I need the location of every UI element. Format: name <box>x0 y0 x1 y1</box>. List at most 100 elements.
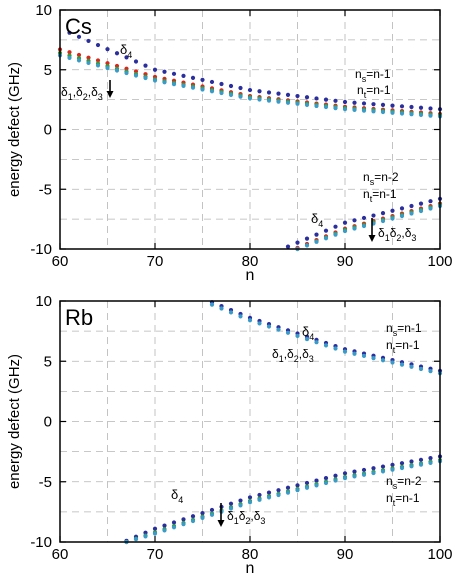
data-point <box>390 216 395 221</box>
data-point <box>238 85 243 91</box>
data-point <box>323 343 329 348</box>
data-point <box>152 78 158 83</box>
delta123-label-lower-part: 3 <box>260 516 265 526</box>
data-point <box>114 68 120 73</box>
data-point <box>257 492 262 498</box>
data-point <box>342 471 348 476</box>
data-point <box>257 321 262 326</box>
delta123-label-lower-part: ,δ <box>401 226 411 240</box>
data-point <box>323 97 329 102</box>
ns-label-upper-sub: s <box>362 74 367 84</box>
ns-label-lower-main: n <box>363 170 370 184</box>
x-axis-label: n <box>246 267 255 284</box>
data-point <box>209 302 215 307</box>
data-point <box>314 96 319 101</box>
data-point <box>190 518 196 524</box>
data-point <box>105 65 110 71</box>
data-point <box>371 102 376 107</box>
ns-label-upper: ns=n-1 <box>355 67 391 84</box>
data-point <box>266 98 272 103</box>
arrow-lower <box>368 218 376 242</box>
delta123-label-lower-part: 3 <box>411 233 416 243</box>
data-point <box>257 97 262 102</box>
x-tick-label: 100 <box>427 546 452 563</box>
data-point <box>361 353 367 359</box>
series-3 <box>57 53 443 119</box>
y-tick-label: 10 <box>35 293 52 310</box>
data-point <box>67 55 72 61</box>
data-point <box>304 95 310 100</box>
data-point <box>390 467 395 472</box>
data-point <box>219 81 224 87</box>
data-point <box>390 462 395 467</box>
data-point <box>276 91 281 96</box>
delta4-label-lower-sub: 4 <box>318 219 323 229</box>
delta123-label-upper-part: ,δ <box>88 85 98 99</box>
series-0 <box>67 30 443 112</box>
data-point <box>162 69 167 74</box>
data-point <box>314 478 319 483</box>
delta123-label-lower-part: δ <box>390 226 397 240</box>
ns-label-upper-rest: =n-1 <box>397 321 422 335</box>
data-point <box>399 465 405 471</box>
data-point <box>247 87 253 93</box>
data-point <box>361 467 367 473</box>
data-point <box>86 60 91 66</box>
series-4 <box>124 459 443 545</box>
data-point <box>428 199 433 204</box>
data-point <box>276 488 281 493</box>
data-point <box>266 495 272 500</box>
data-point <box>352 474 357 479</box>
delta123-label-lower: δ1δ2,δ3 <box>378 226 416 243</box>
x-tick-label: 80 <box>242 546 259 563</box>
data-point <box>219 306 224 311</box>
data-point <box>162 523 167 528</box>
data-point <box>152 67 158 72</box>
x-tick-label: 80 <box>242 253 259 270</box>
nt-label-upper-rest: =n-1 <box>366 83 391 97</box>
data-point <box>409 364 414 369</box>
arrow-lower-head <box>217 520 225 527</box>
data-point <box>418 208 424 214</box>
data-point <box>409 104 414 110</box>
data-point <box>380 109 386 115</box>
data-point <box>304 485 310 490</box>
data-point <box>219 90 224 96</box>
data-point <box>323 228 329 233</box>
data-point <box>418 457 424 462</box>
data-point <box>190 85 196 90</box>
data-point <box>418 112 424 118</box>
ns-label-upper-main: n <box>386 321 393 335</box>
data-point <box>314 103 319 109</box>
data-point <box>266 324 272 329</box>
data-point <box>295 488 300 493</box>
delta4-label-upper-sub: 4 <box>309 332 314 342</box>
data-point <box>247 495 253 500</box>
y-axis-label: energy defect (GHz) <box>6 62 23 197</box>
data-point <box>333 98 338 103</box>
data-point <box>323 236 329 241</box>
data-point <box>418 366 424 372</box>
data-point <box>409 203 414 209</box>
delta123-label-upper-part: ,δ <box>284 347 294 361</box>
data-point <box>181 522 186 527</box>
data-point <box>143 63 148 68</box>
data-point <box>352 351 357 356</box>
data-point <box>276 492 281 498</box>
data-point <box>86 38 91 44</box>
y-tick-label: 10 <box>35 2 52 19</box>
x-tick-label: 90 <box>337 546 354 563</box>
delta123-label-lower-part: δ <box>378 226 385 240</box>
data-point <box>285 100 291 105</box>
delta4-label-upper-main: δ <box>120 42 127 57</box>
delta4-label-lower: δ4 <box>311 211 323 229</box>
ns-label-upper-main: n <box>355 67 362 81</box>
delta123-label-upper-part: 3 <box>309 354 314 364</box>
delta123-label-upper-part: 3 <box>98 92 103 102</box>
delta123-label-lower: δ1δ2,δ3 <box>227 509 265 526</box>
arrow-lower-head <box>368 235 376 242</box>
data-point <box>209 512 215 517</box>
data-point <box>371 213 376 218</box>
delta123-label-upper-part: ,δ <box>73 85 83 99</box>
ns-label-lower-rest: =n-2 <box>397 474 422 488</box>
